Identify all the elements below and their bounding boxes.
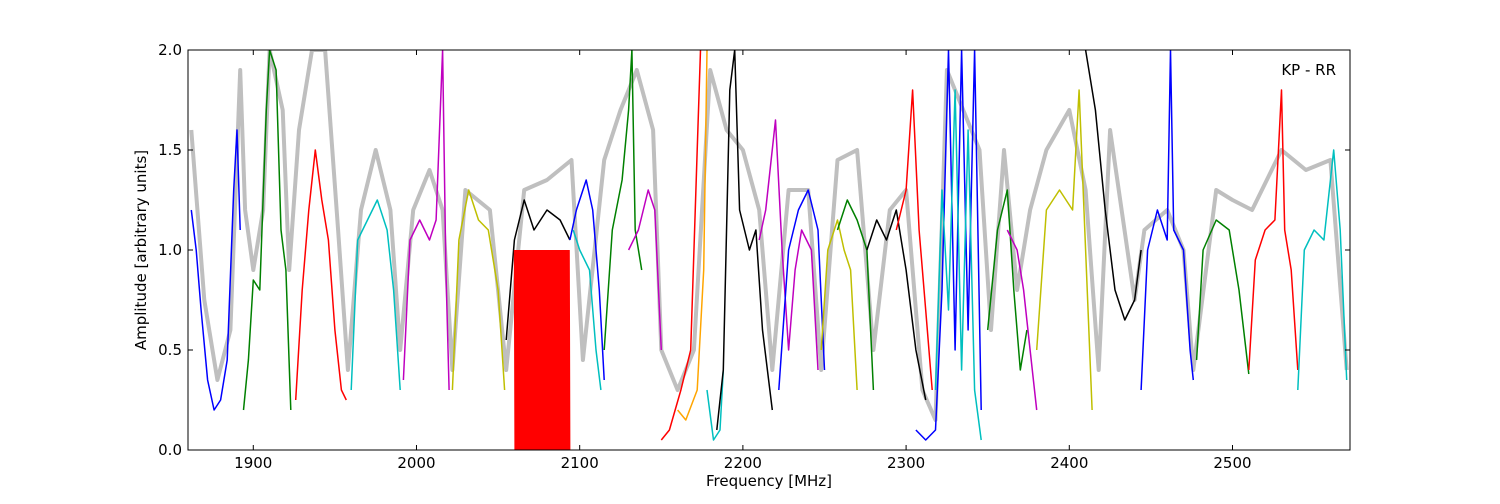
series-line-yellow-26 xyxy=(1035,89,1093,411)
x-axis-ticks: 1900 2000 2100 2200 2300 2400 2500 xyxy=(234,50,1252,472)
series-line-green-10 xyxy=(603,50,643,351)
series-line-cyan-4 xyxy=(350,199,401,391)
series-line-blue-17 xyxy=(778,189,826,391)
series-line-magenta-16 xyxy=(758,119,819,371)
series-line-magenta-25 xyxy=(1006,229,1038,411)
series-line-yellow-6 xyxy=(451,189,506,391)
series-line-magenta-5 xyxy=(402,50,450,391)
y-tick-label: 1.0 xyxy=(158,241,182,259)
y-tick-label: 0.0 xyxy=(158,441,182,459)
chart-annotation: KP - RR xyxy=(1281,61,1336,79)
series-line-red-30 xyxy=(1248,89,1299,371)
series-line-blue-28 xyxy=(1140,50,1195,391)
series-line-black-20 xyxy=(866,209,927,401)
series-line-yellow-18 xyxy=(820,219,858,391)
x-tick-label: 2300 xyxy=(887,454,925,472)
series-line-orange-13 xyxy=(677,50,708,421)
series-line-cyan-14 xyxy=(706,369,725,441)
y-tick-label: 2.0 xyxy=(158,41,182,59)
series-line-cyan-31 xyxy=(1297,149,1348,391)
series-line-green-19 xyxy=(836,199,875,391)
x-tick-label: 2100 xyxy=(561,454,599,472)
x-tick-label: 2400 xyxy=(1050,454,1088,472)
series-line-red-3 xyxy=(294,149,347,401)
y-tick-label: 0.5 xyxy=(158,341,182,359)
y-tick-label: 1.5 xyxy=(158,141,182,159)
series-line-black-27 xyxy=(1084,50,1142,321)
series-line-green-2 xyxy=(242,50,292,411)
y-axis-label: Amplitude [arbitrary units] xyxy=(132,150,150,350)
series-line-cyan-23 xyxy=(934,89,982,441)
series-line-red-12 xyxy=(660,50,702,441)
series-layer xyxy=(189,50,1349,450)
series-line-red-21 xyxy=(895,89,933,391)
series-line-cyan-9 xyxy=(572,229,602,391)
series-line-black-7 xyxy=(505,199,571,341)
series-line-black-15 xyxy=(716,50,774,431)
series-line-green-24 xyxy=(986,189,1028,371)
series-line-gray-0 xyxy=(189,50,1349,422)
plot-background xyxy=(188,50,1350,450)
series-line-magenta-11 xyxy=(627,189,663,351)
series-line-green-29 xyxy=(1195,219,1250,375)
x-axis-label: Frequency [MHz] xyxy=(706,472,832,490)
x-tick-label: 1900 xyxy=(234,454,272,472)
series-line-blue-8 xyxy=(569,179,605,381)
x-tick-label: 2000 xyxy=(397,454,435,472)
series-line-blue-1 xyxy=(190,129,241,411)
noise-series-red-0 xyxy=(513,249,571,450)
y-axis-ticks: 0.0 0.5 1.0 1.5 2.0 xyxy=(158,41,1350,459)
x-tick-label: 2500 xyxy=(1213,454,1251,472)
x-tick-label: 2200 xyxy=(724,454,762,472)
